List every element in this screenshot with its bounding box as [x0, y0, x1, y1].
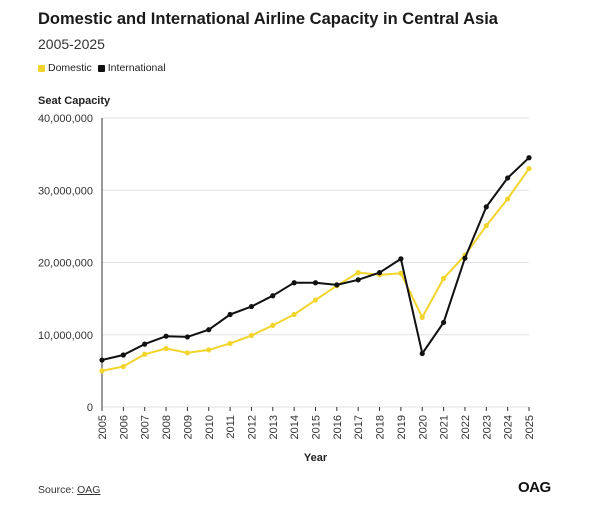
data-point-international	[462, 255, 468, 261]
data-point-domestic	[526, 165, 532, 172]
data-point-domestic	[291, 311, 297, 318]
data-point-domestic	[99, 368, 105, 374]
data-point-international	[270, 293, 276, 299]
data-point-international	[291, 280, 297, 286]
data-point-domestic	[120, 363, 126, 370]
series-line-domestic	[101, 168, 530, 372]
x-tick-label: 2024	[503, 415, 515, 439]
data-point-international	[334, 282, 340, 288]
data-point-domestic	[312, 297, 319, 303]
data-point-domestic	[227, 340, 233, 347]
data-point-domestic	[184, 350, 190, 356]
legend-label-domestic: Domestic	[48, 62, 92, 74]
x-tick-label: 2012	[246, 415, 258, 439]
x-axis-label: Year	[304, 452, 328, 464]
source-label: Source:	[38, 484, 75, 496]
x-tick-label: 2021	[439, 415, 451, 439]
data-point-international	[505, 175, 511, 181]
data-point-domestic	[441, 275, 447, 281]
x-tick-label: 2022	[460, 415, 472, 439]
data-point-international	[163, 333, 169, 339]
data-point-international	[441, 319, 447, 326]
data-point-domestic	[483, 223, 489, 229]
legend: Domestic International	[38, 62, 172, 74]
x-tick-label: 2018	[375, 415, 387, 439]
x-tick-label: 2010	[204, 415, 216, 439]
data-point-international	[227, 311, 233, 318]
data-point-international	[483, 204, 489, 210]
data-point-international	[312, 280, 319, 286]
x-tick-label: 2023	[481, 415, 493, 439]
legend-item-domestic: Domestic	[38, 62, 92, 74]
data-point-international	[206, 327, 212, 333]
source-link[interactable]: OAG	[77, 484, 101, 496]
x-tick-label: 2015	[311, 415, 323, 439]
data-point-domestic	[206, 347, 212, 353]
data-point-domestic	[270, 322, 276, 328]
legend-label-international: International	[107, 62, 166, 74]
legend-item-international: International	[97, 62, 166, 74]
data-point-domestic	[355, 270, 361, 276]
data-point-domestic	[142, 351, 148, 357]
x-tick-label: 2019	[396, 415, 408, 439]
data-point-international	[120, 352, 126, 358]
data-point-international	[526, 155, 532, 161]
data-point-international	[184, 334, 190, 340]
data-point-international	[248, 303, 255, 310]
x-tick-label: 2008	[161, 415, 173, 439]
data-point-domestic	[163, 345, 169, 352]
data-point-international	[398, 256, 404, 262]
chart-subtitle: 2005-2025	[38, 36, 105, 52]
y-axis-label: Seat Capacity	[38, 95, 111, 107]
x-tick-label: 2020	[417, 415, 429, 439]
data-point-domestic	[248, 332, 255, 339]
x-tick-label: 2013	[268, 415, 280, 439]
chart-title: Domestic and International Airline Capac…	[38, 10, 498, 28]
oag-logo: OAG	[518, 479, 551, 496]
x-tick-label: 2011	[225, 415, 237, 439]
data-point-international	[419, 350, 425, 357]
x-tick-label: 2007	[140, 415, 152, 439]
x-tick-label: 2014	[289, 415, 301, 439]
legend-swatch-domestic	[38, 64, 45, 72]
y-tick-label: 40,000,000	[38, 113, 93, 125]
y-tick-label: 20,000,000	[38, 258, 93, 270]
data-point-international	[142, 341, 148, 347]
data-point-domestic	[505, 196, 511, 202]
data-point-domestic	[398, 270, 404, 276]
data-point-international	[355, 277, 361, 283]
x-tick-label: 2016	[332, 415, 344, 439]
y-tick-label: 30,000,000	[38, 185, 93, 197]
data-point-international	[99, 357, 105, 363]
y-tick-label: 0	[87, 402, 93, 414]
x-tick-label: 2005	[97, 415, 109, 439]
x-tick-label: 2017	[353, 415, 365, 439]
data-point-international	[376, 270, 383, 276]
x-tick-label: 2006	[118, 415, 130, 439]
legend-swatch-international	[97, 64, 105, 72]
x-tick-label: 2025	[524, 415, 536, 439]
source-note: Source: OAG	[38, 484, 100, 496]
x-tick-label: 2009	[182, 415, 194, 439]
y-tick-label: 10,000,000	[38, 330, 93, 342]
data-point-domestic	[419, 314, 425, 321]
